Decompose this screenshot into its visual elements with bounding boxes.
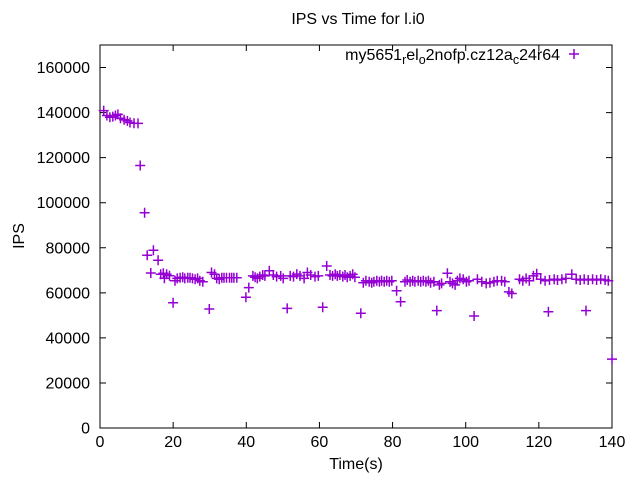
x-tick-label: 120 <box>526 434 553 451</box>
data-point-plus-marker <box>476 276 487 287</box>
x-tick-label: 0 <box>96 434 105 451</box>
data-point-plus-marker <box>535 274 546 285</box>
data-point-plus-marker <box>168 297 179 308</box>
data-point-plus-marker <box>313 270 324 281</box>
data-point-plus-marker <box>192 273 203 284</box>
data-point-plus-marker <box>431 305 442 316</box>
data-point-plus-marker <box>240 292 251 303</box>
x-tick-label: 140 <box>599 434 626 451</box>
data-point-plus-marker <box>278 273 289 284</box>
data-point-plus-marker <box>259 270 270 281</box>
data-point-plus-marker <box>531 268 542 279</box>
data-point-plus-marker <box>133 118 143 129</box>
y-tick-label: 80000 <box>46 240 91 257</box>
data-point-plus-marker <box>391 285 402 296</box>
plot-border <box>99 44 613 429</box>
y-tick-label: 20000 <box>46 375 91 392</box>
legend: my5651relo2nofp.cz12ac24r64 <box>345 47 579 67</box>
data-point-plus-marker <box>464 275 474 286</box>
y-axis-label: IPS <box>11 223 28 249</box>
data-point-plus-marker <box>214 274 225 285</box>
data-point-plus-marker <box>428 276 439 287</box>
data-point-plus-marker <box>252 273 263 284</box>
x-axis-label: Time(s) <box>329 456 383 473</box>
legend-label-subscript: o <box>419 53 426 67</box>
x-tick-label: 80 <box>384 434 402 451</box>
data-point-plus-marker <box>204 304 215 314</box>
data-point-plus-marker <box>603 275 614 286</box>
data-point-plus-marker <box>231 272 242 283</box>
data-point-plus-marker <box>423 275 434 286</box>
data-point-plus-marker <box>110 110 121 121</box>
data-point-plus-marker <box>524 275 535 286</box>
data-point-plus-marker <box>299 273 310 284</box>
data-point-plus-marker <box>282 303 293 314</box>
data-point-plus-marker <box>243 282 254 293</box>
data-point-plus-marker <box>295 270 305 281</box>
data-point-plus-marker <box>447 278 458 289</box>
legend-label-subscript: r <box>402 53 406 67</box>
data-point-plus-marker <box>349 272 360 283</box>
legend-series-label: my5651relo2nofp.cz12ac24r64 <box>345 47 560 67</box>
legend-plus-marker-icon <box>569 49 579 59</box>
data-point-plus-marker <box>472 274 483 285</box>
data-point-plus-marker <box>317 302 328 313</box>
data-point-plus-marker <box>209 269 220 280</box>
legend-label-text: my5651 <box>345 47 402 64</box>
chart-title: IPS vs Time for l.i0 <box>291 11 424 28</box>
y-tick-label: 140000 <box>37 105 90 122</box>
data-point-plus-marker <box>436 278 447 289</box>
data-point-plus-marker <box>135 160 146 171</box>
data-point-plus-marker <box>566 269 577 280</box>
data-point-plus-marker <box>275 270 286 281</box>
data-point-plus-marker <box>395 296 406 307</box>
data-point-plus-marker <box>499 276 510 287</box>
data-point-plus-marker <box>148 245 159 256</box>
y-tick-label: 0 <box>81 421 90 438</box>
data-point-plus-marker <box>543 306 554 317</box>
data-point-plus-marker <box>450 279 461 290</box>
data-point-plus-marker <box>139 207 150 218</box>
x-tick-label: 60 <box>311 434 329 451</box>
legend-label-text: 24r64 <box>519 47 560 64</box>
data-point-plus-marker <box>164 270 175 281</box>
data-point-plus-marker <box>469 311 480 321</box>
scatter-points <box>98 105 617 365</box>
legend-label-text: el <box>406 47 418 64</box>
legend-label-text: 2nofp.cz12a <box>426 47 513 64</box>
data-point-plus-marker <box>442 268 453 279</box>
data-point-plus-marker <box>190 274 201 285</box>
data-point-plus-marker <box>153 255 164 266</box>
data-point-plus-marker <box>197 276 208 287</box>
data-point-plus-marker <box>355 308 366 319</box>
data-point-plus-marker <box>560 273 571 284</box>
data-point-plus-marker <box>170 275 180 286</box>
y-tick-label: 160000 <box>37 60 90 77</box>
x-tick-label: 100 <box>452 434 479 451</box>
data-point-plus-marker <box>581 305 591 316</box>
plot-frame: 0 20 40 60 80 100 120 140 0 20000 40000 60000 80000 1… <box>37 44 626 451</box>
y-tick-label: 60000 <box>46 285 91 302</box>
data-point-plus-marker <box>305 270 316 280</box>
data-point-plus-marker <box>366 277 377 288</box>
y-tick-label: 100000 <box>37 195 90 212</box>
x-tick-label: 40 <box>237 434 255 451</box>
legend-label-subscript: c <box>513 53 519 67</box>
y-tick-label: 120000 <box>37 150 90 167</box>
x-tick-label: 20 <box>164 434 182 451</box>
data-point-plus-marker <box>445 276 455 287</box>
data-point-plus-marker <box>142 250 153 261</box>
data-point-plus-marker <box>384 276 395 287</box>
y-tick-label: 40000 <box>46 330 91 347</box>
data-point-plus-marker <box>321 261 332 271</box>
data-point-plus-marker <box>607 354 617 365</box>
data-point-plus-marker <box>386 275 397 286</box>
data-point-plus-marker <box>506 288 517 299</box>
data-point-plus-marker <box>145 268 156 278</box>
data-point-plus-marker <box>257 270 268 280</box>
data-point-plus-marker <box>434 279 445 290</box>
